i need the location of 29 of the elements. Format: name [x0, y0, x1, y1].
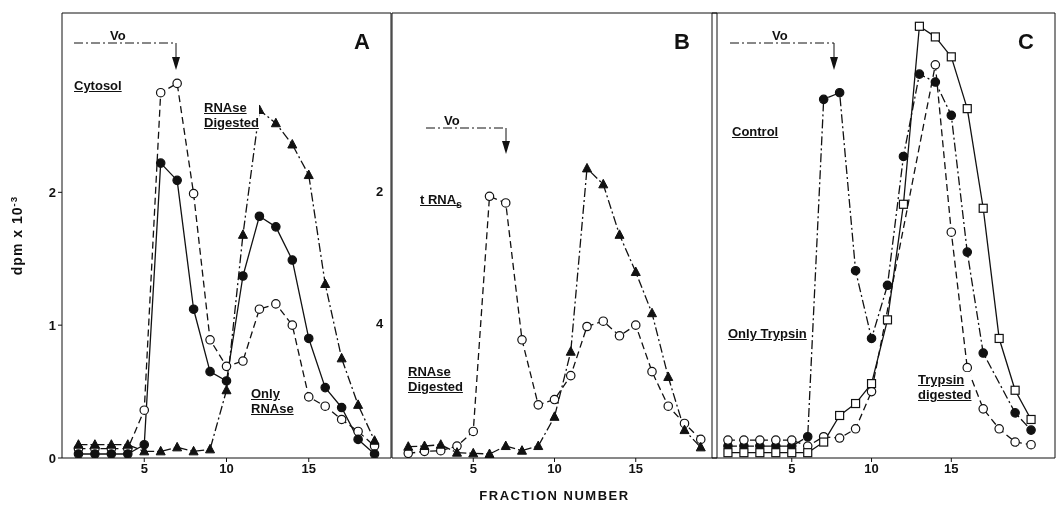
annotation: Trypsin digested [918, 372, 972, 402]
annotation: Cytosol [74, 78, 122, 93]
annotation: B [674, 29, 690, 54]
annotation: RNAse Digested [204, 100, 259, 130]
x-tick-label: 15 [628, 461, 643, 477]
annotation: 2 [376, 184, 384, 199]
annotation: Control [732, 124, 779, 139]
annotation: Only Trypsin [728, 326, 807, 341]
x-tick-label: 10 [547, 461, 562, 477]
x-axis-title: FRACTION NUMBER [479, 488, 630, 503]
annotation: RNAse Digested [408, 364, 463, 394]
x-tick-label: 5 [469, 461, 477, 477]
annotation: C [1018, 29, 1034, 54]
annotation: Vo [772, 28, 788, 43]
x-tick-label: 15 [301, 461, 316, 477]
annotation: Vo [444, 113, 460, 128]
x-tick-label: 10 [864, 461, 879, 477]
annotation: Vo [110, 28, 126, 43]
annotation: Only RNAse [251, 386, 294, 416]
x-tick-label: 5 [788, 461, 796, 477]
x-tick-label: 5 [140, 461, 148, 477]
x-tick-label: 10 [219, 461, 234, 477]
annotation: 4 [376, 316, 384, 331]
x-tick-label: 15 [944, 461, 959, 477]
y-tick-label: 1 [48, 317, 56, 333]
annotation: t RNA$_{s}$ [420, 192, 463, 212]
y-tick-label: 0 [48, 450, 56, 466]
annotation: A [354, 29, 370, 54]
y-tick-label: 2 [48, 184, 56, 200]
